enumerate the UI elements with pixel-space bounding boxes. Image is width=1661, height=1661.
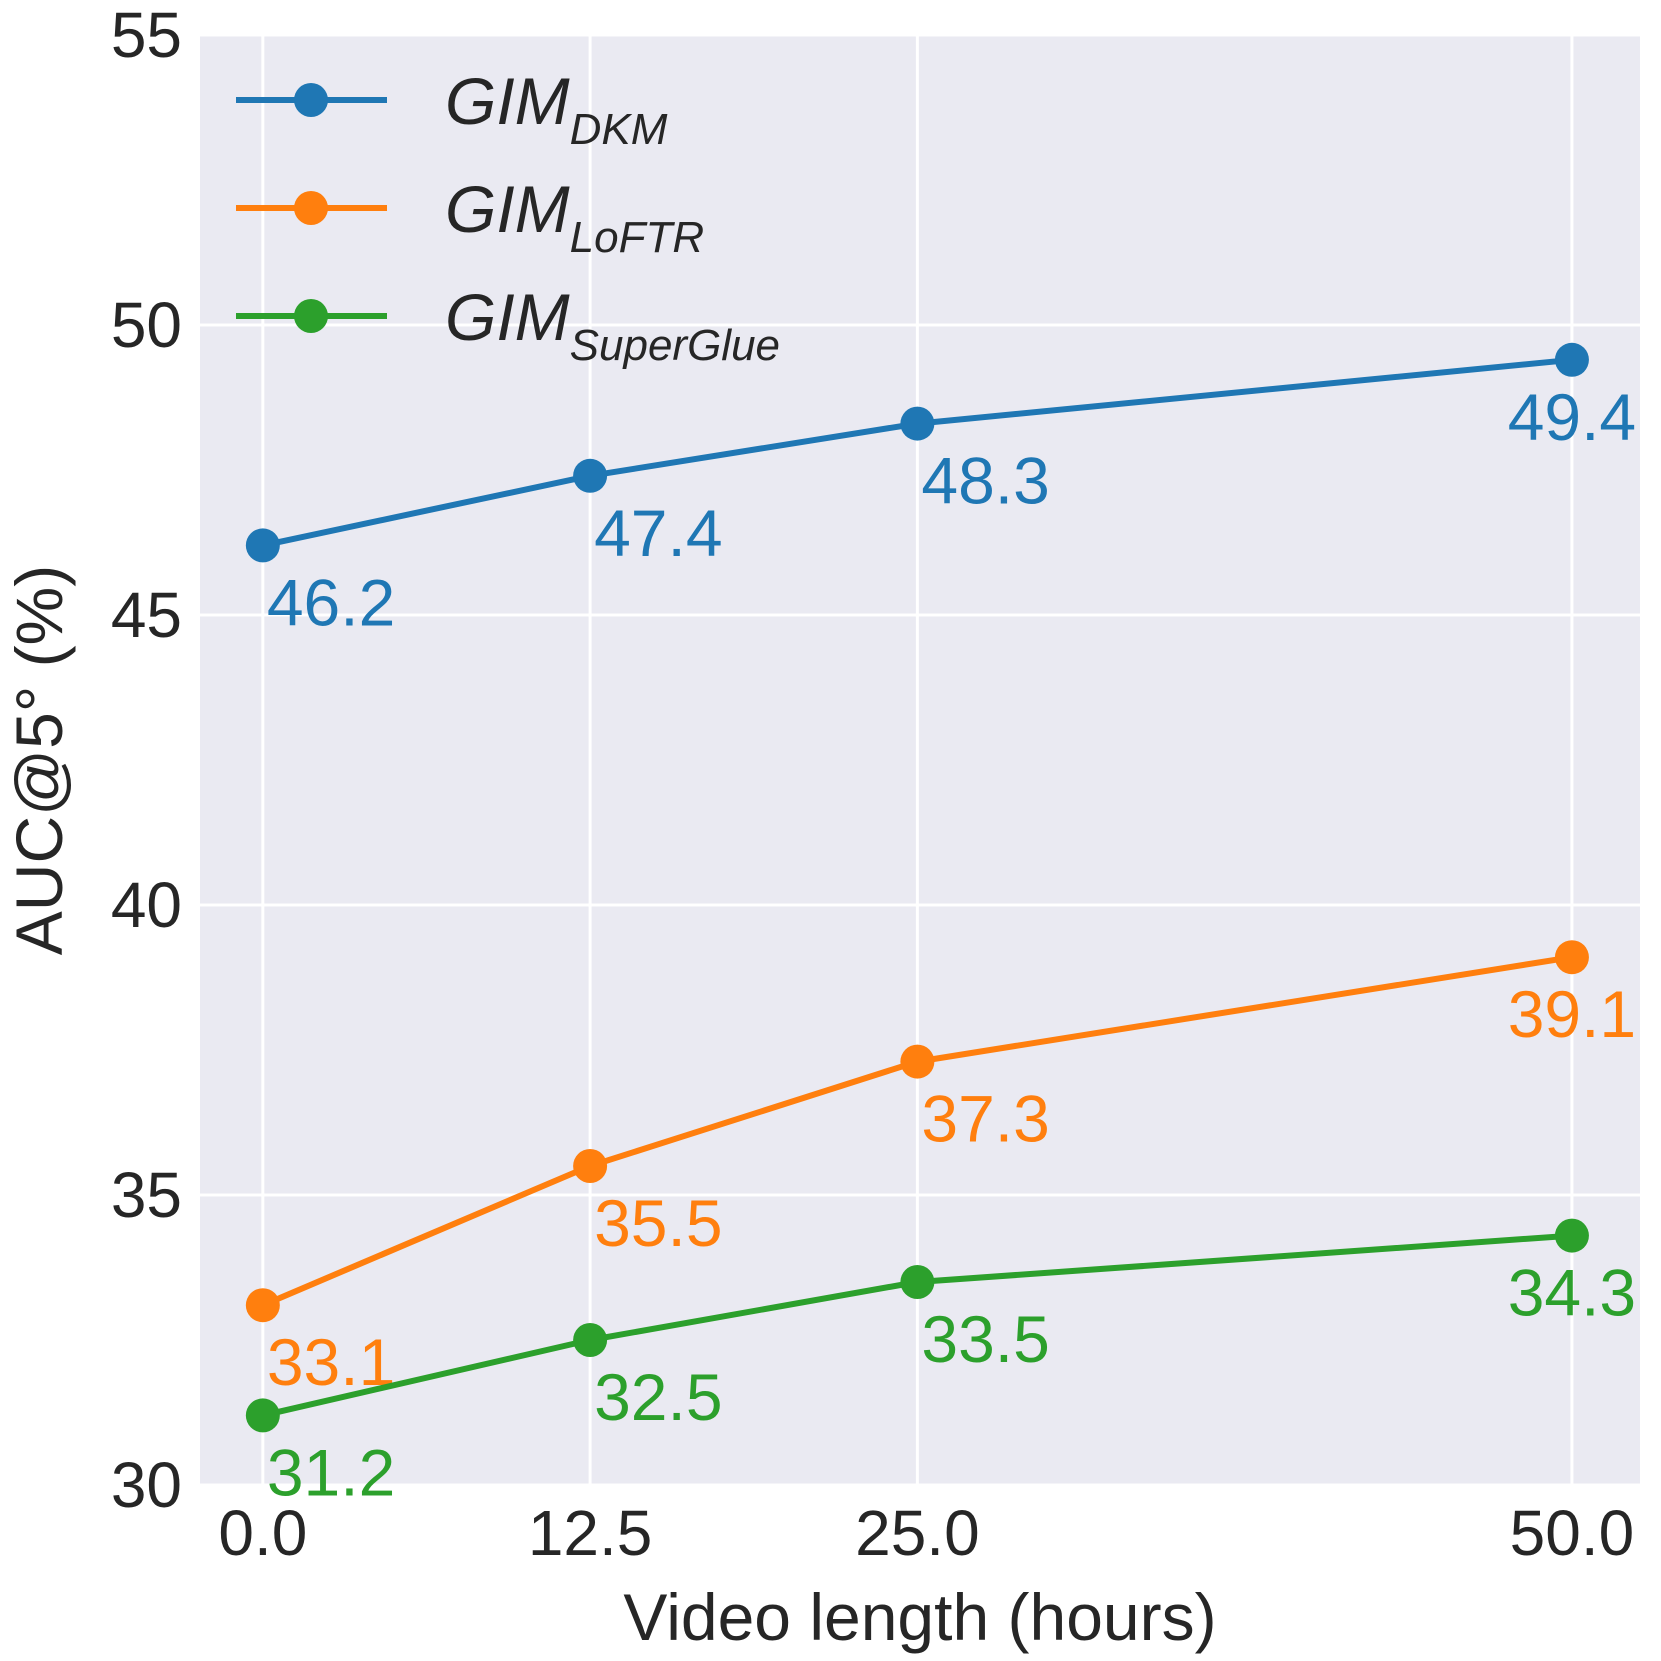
series-layer: 46.247.448.349.433.135.537.339.131.232.5… [245,342,1636,1509]
data-label-2-2: 33.5 [921,1302,1049,1376]
series-line-1 [261,954,1573,1308]
legend-marker-2 [294,299,328,333]
legend-label-1: GIMLoFTR [445,172,704,262]
legend-label-0: GIMDKM [445,64,668,154]
x-tick-label-2: 25.0 [855,1497,980,1569]
data-label-2-3: 34.3 [1508,1256,1636,1330]
legend-label-sub-2: SuperGlue [570,321,780,370]
data-point-0-0 [245,528,280,563]
x-axis-label: Video length (hours) [623,1580,1216,1654]
data-label-0-3: 49.4 [1508,380,1636,454]
data-label-0-1: 47.4 [594,496,722,570]
data-point-2-2 [900,1265,935,1299]
legend-label-main-1: GIM [445,172,570,246]
y-tick-label-0: 30 [111,1449,182,1521]
data-point-0-3 [1554,342,1589,377]
x-tick-label-1: 12.5 [528,1497,653,1569]
y-tick-label-5: 55 [111,0,182,71]
legend-label-2: GIMSuperGlue [445,280,780,370]
legend-marker-0 [294,83,328,117]
data-point-1-2 [900,1044,935,1079]
data-label-1-2: 37.3 [921,1082,1049,1156]
data-label-2-0: 31.2 [267,1435,395,1509]
series-line-2 [262,1232,1573,1419]
data-label-0-2: 48.3 [921,444,1049,518]
series-dkm: 46.2 47.4 48.3 49.4 [245,342,1636,639]
x-tick-label-3: 50.0 [1510,1497,1635,1569]
data-point-0-2 [900,406,935,441]
data-label-2-1: 32.5 [594,1360,722,1434]
legend-label-main-2: GIM [445,280,570,354]
data-point-1-0 [245,1288,280,1323]
series-line-0 [262,356,1573,549]
y-tick-label-3: 45 [111,579,182,651]
data-point-2-3 [1554,1218,1589,1253]
y-tick-label-4: 50 [111,289,182,361]
y-tick-label-2: 40 [111,869,182,941]
data-point-1-3 [1554,940,1589,975]
legend-marker-1 [294,191,328,225]
data-label-0-0: 46.2 [267,565,395,639]
data-label-1-1: 35.5 [594,1186,722,1260]
data-point-2-0 [245,1398,280,1433]
x-axis-ticks: 0.0 12.5 25.0 50.0 [218,1497,1634,1569]
series-superglue: 31.2 32.5 33.5 34.3 [245,1218,1636,1509]
y-tick-label-1: 35 [111,1159,182,1231]
y-axis-label: AUC@5° (%) [2,565,76,955]
y-axis-ticks: 30 35 40 45 50 55 [111,0,182,1521]
x-tick-label-0: 0.0 [218,1497,307,1569]
legend-label-sub-0: DKM [570,105,668,154]
plot-area [200,35,1640,1485]
data-label-1-3: 39.1 [1508,977,1636,1051]
data-point-0-1 [573,458,608,493]
data-point-1-1 [573,1149,608,1183]
data-point-2-1 [573,1323,608,1357]
legend-label-main-0: GIM [445,64,570,138]
legend-label-sub-1: LoFTR [570,213,704,262]
